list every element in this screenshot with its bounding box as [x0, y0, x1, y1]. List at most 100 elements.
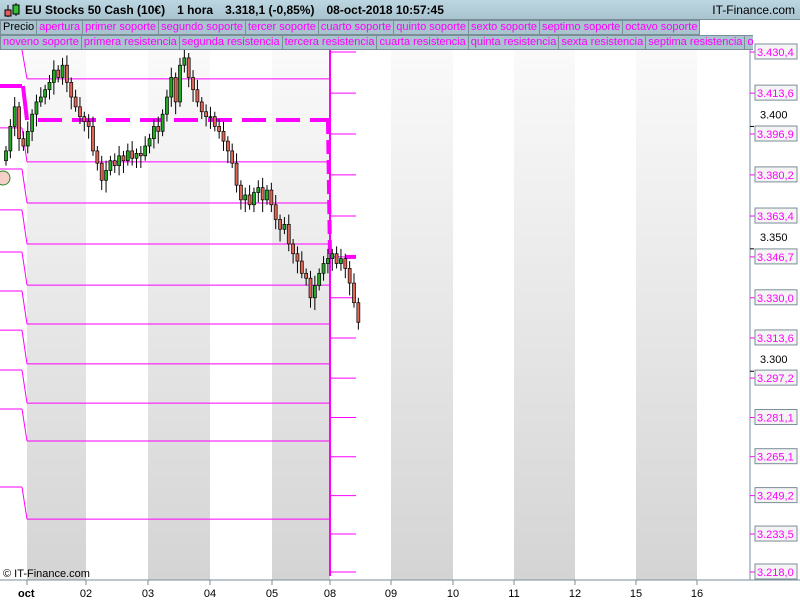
level-label: 3.265,1 — [757, 452, 794, 464]
candle-body — [347, 268, 352, 284]
candle-body — [304, 272, 308, 279]
level-connector — [21, 369, 28, 404]
candle-body — [195, 89, 200, 103]
level-label-box — [754, 207, 798, 224]
time-tick-label: 12 — [569, 588, 581, 600]
legend-item[interactable]: segundo soporte — [159, 20, 247, 35]
candle-body — [65, 64, 69, 83]
day-band — [272, 50, 330, 580]
legend-item[interactable]: segunda resistencia — [179, 35, 283, 50]
marker-circle-icon — [0, 170, 11, 186]
candle-body — [243, 194, 248, 201]
candle-body — [82, 116, 87, 122]
time-tick-label: 08 — [324, 588, 336, 600]
candle-body — [143, 145, 148, 157]
time-tick-label: 10 — [447, 588, 459, 600]
candle-body — [269, 189, 274, 206]
candle-body — [239, 184, 243, 201]
candle-body — [352, 282, 356, 304]
candle-body — [282, 224, 287, 230]
legend-item[interactable]: septimo soporte — [540, 20, 624, 35]
legend-item[interactable]: septima resistencia — [646, 35, 746, 50]
level-label: 3.249,2 — [757, 491, 794, 503]
level-connector — [21, 49, 28, 80]
candle-body — [165, 96, 169, 115]
level-label-box — [754, 166, 798, 183]
legend-item[interactable]: quinta resistencia — [468, 35, 560, 50]
candle-body — [356, 302, 361, 323]
candle-body — [47, 82, 52, 91]
candle-body — [204, 111, 208, 117]
level-label: 3.313,6 — [757, 333, 794, 345]
time-tick-label: 02 — [80, 588, 92, 600]
level-label: 3.346,7 — [757, 252, 794, 264]
legend-item[interactable]: sexto soporte — [468, 20, 541, 35]
time-tick-label: 09 — [385, 588, 397, 600]
candle-body — [182, 57, 187, 66]
candle-body — [191, 77, 195, 91]
candle-body — [108, 160, 113, 171]
legend-item[interactable]: o — [745, 35, 753, 50]
candle-body — [160, 113, 165, 132]
time-tick-label: 15 — [630, 588, 642, 600]
legend-row-2: noveno soporte primera resistencia segunda… — [0, 35, 753, 50]
candle-body — [343, 258, 348, 269]
last-price: 3.318,1 (-0,85%) — [225, 2, 315, 17]
candle-body — [152, 126, 156, 140]
legend-item[interactable]: primer soporte — [83, 20, 160, 35]
legend-item[interactable]: quinto soporte — [394, 20, 469, 35]
level-label-box — [754, 448, 798, 465]
candle-body — [208, 116, 213, 118]
day-band — [514, 50, 575, 580]
legend-item[interactable]: Precio — [0, 20, 38, 35]
level-label-box — [754, 369, 798, 386]
candle-body — [91, 126, 95, 152]
legend-item[interactable]: primera resistencia — [81, 35, 180, 50]
candle-body — [112, 160, 117, 166]
level-label: 3.413,6 — [757, 88, 794, 100]
level-connector — [21, 168, 28, 204]
day-band — [391, 50, 453, 580]
candle-body — [78, 106, 82, 117]
level-connector — [21, 408, 28, 442]
level-label: 3.430,4 — [757, 47, 794, 59]
legend-item[interactable]: sexta resistencia — [559, 35, 647, 50]
candle-body — [326, 258, 330, 264]
legend-item[interactable]: noveno soporte — [0, 35, 82, 50]
candle-body — [321, 263, 326, 274]
candle-body — [99, 162, 104, 181]
candle-body — [38, 96, 43, 103]
candle-body — [265, 189, 269, 201]
legend-item[interactable]: apertura — [37, 20, 84, 35]
legend-item[interactable]: cuarto soporte — [318, 20, 395, 35]
legend-item[interactable]: tercer soporte — [246, 20, 319, 35]
site-name: IT-Finance.com — [712, 3, 795, 17]
candle-body — [4, 150, 8, 162]
time-tick-label: 04 — [204, 588, 216, 600]
candle-body — [156, 126, 161, 132]
legend-item[interactable]: tercera resistencia — [282, 35, 378, 50]
legend-item[interactable]: cuarta resistencia — [377, 35, 469, 50]
level-label: 3.297,2 — [757, 373, 794, 385]
time-tick-label: 16 — [691, 588, 703, 600]
timeframe: 1 hora — [177, 2, 214, 17]
candle-body — [256, 187, 261, 193]
candle-body — [69, 82, 74, 98]
candle-body — [199, 101, 204, 113]
candle-body — [73, 96, 78, 108]
candle-body — [308, 277, 313, 299]
level-label-box — [754, 329, 798, 346]
level-label-box — [754, 248, 798, 265]
time-tick-label: 11 — [508, 588, 519, 600]
level-label-box — [754, 289, 798, 306]
price-tick-label: 3.300 — [760, 354, 788, 366]
legend-item[interactable]: octavo soporte — [623, 20, 701, 35]
level-connector — [21, 330, 28, 364]
level-connector — [21, 486, 28, 520]
legend-row-1: Precio apertura primer soporte segundo sopo… — [0, 20, 701, 35]
candle-body — [299, 260, 304, 274]
copyright: © IT-Finance.com — [3, 568, 90, 580]
candle-body — [121, 155, 126, 162]
candle-body — [139, 153, 143, 157]
